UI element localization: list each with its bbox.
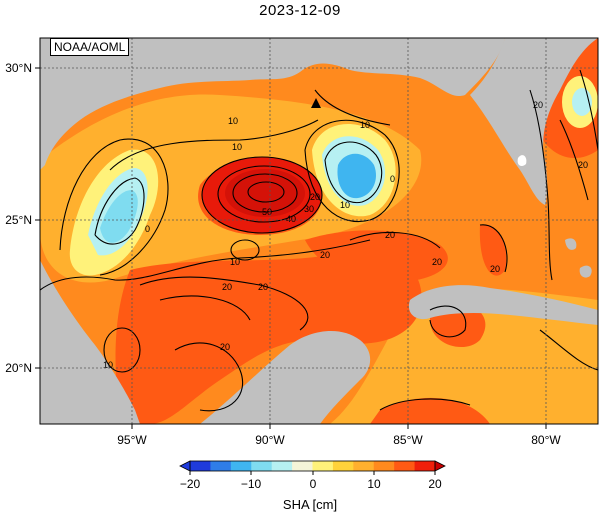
contour-line	[40, 239, 371, 291]
contour-line	[159, 295, 251, 321]
lon-tick-label: 90°W	[255, 433, 285, 447]
contour-label: 10	[103, 360, 113, 370]
colorbar-tick-label: 20	[428, 477, 442, 491]
colorbar-cell	[292, 461, 313, 471]
colorbar-cell	[190, 461, 211, 471]
contour-label: 30	[304, 204, 314, 214]
colorbar-tick-label: −20	[180, 477, 201, 491]
map-frame	[39, 37, 599, 425]
contour-label: 10	[340, 200, 350, 210]
sha-field-high	[305, 230, 448, 283]
colorbar-cell	[353, 461, 375, 471]
lon-tick-label: 85°W	[393, 433, 423, 447]
yucatan-land	[200, 330, 371, 424]
colorbar-tick-label: 10	[367, 477, 381, 491]
contour-line	[103, 327, 141, 373]
sha-eddy-core	[225, 169, 305, 217]
colorbar-right-arrow	[434, 460, 446, 472]
contour-line	[217, 165, 311, 223]
contour-line	[109, 119, 319, 171]
contour-label: 0	[145, 224, 150, 234]
lake-okeechobee	[517, 155, 527, 166]
colorbar-cell	[373, 461, 395, 471]
lon-tick-label: 95°W	[117, 433, 147, 447]
sha-field-high	[479, 224, 507, 276]
lat-tick-label: 20°N	[5, 361, 32, 375]
contour-label: 10	[232, 142, 242, 152]
contour-line	[201, 156, 323, 234]
colorbar: −20 −10 0 10 20	[179, 460, 446, 491]
station-marker	[311, 98, 321, 108]
contour-label: 10	[360, 120, 370, 130]
contour-line	[379, 398, 471, 411]
lat-tick-label: 25°N	[5, 213, 32, 227]
contour-label: 20	[320, 250, 330, 260]
contour-label: 20	[258, 282, 268, 292]
contour-label: 20	[432, 257, 442, 267]
contour-line	[349, 231, 441, 249]
contour-label: 20	[222, 282, 232, 292]
contour-line	[314, 89, 391, 126]
sha-field-high	[115, 252, 422, 424]
contour-line	[559, 119, 589, 201]
contour-line	[479, 224, 508, 273]
colorbar-cell	[251, 461, 273, 471]
bahamas-land	[565, 238, 577, 250]
colorbar-cell	[230, 461, 252, 471]
contour-label: 20	[578, 160, 588, 170]
contour-label: 20	[533, 100, 543, 110]
colorbar-tick-label: 0	[310, 477, 317, 491]
contour-line	[304, 119, 400, 222]
contour-line	[529, 89, 553, 281]
contour-line	[429, 305, 467, 338]
contour-line	[324, 141, 383, 204]
cuba-land	[408, 285, 598, 325]
colorbar-cell	[312, 461, 334, 471]
contour-line	[94, 177, 145, 245]
colorbar-tick-label: −10	[241, 477, 262, 491]
contour-label: 0	[390, 174, 395, 184]
contour-line	[59, 138, 169, 276]
contour-label: 50	[262, 207, 272, 217]
contour-line	[247, 181, 285, 203]
colorbar-cell	[210, 461, 232, 471]
contour-label: 20	[310, 192, 320, 202]
contour-line	[139, 276, 309, 331]
sha-field-light	[330, 288, 598, 424]
contour-label: 10	[228, 116, 238, 126]
colorbar-label: SHA [cm]	[282, 497, 338, 512]
contour-line	[579, 69, 598, 151]
colorbar-cell	[271, 461, 293, 471]
colorbar-left-arrow	[179, 460, 191, 472]
lat-tick-label: 30°N	[5, 61, 32, 75]
contour-label: 20	[220, 342, 230, 352]
contour-label: 20	[385, 230, 395, 240]
bahamas-land	[579, 265, 592, 278]
contour-label: 10	[230, 257, 240, 267]
colorbar-cell	[332, 461, 354, 471]
contour-label: 20	[490, 264, 500, 274]
us-gulf-coast-land	[40, 38, 505, 170]
contour-label: 40	[286, 214, 296, 224]
credit-label: NOAA/AOML	[50, 38, 130, 56]
mexico-land	[40, 260, 140, 424]
sha-field-high	[370, 397, 490, 424]
contour-line	[174, 342, 244, 412]
sha-field-low	[100, 190, 138, 243]
lon-tick-label: 80°W	[531, 433, 561, 447]
florida-land	[470, 38, 598, 205]
colorbar-cell	[394, 461, 416, 471]
colorbar-cell	[414, 461, 436, 471]
contour-line	[230, 239, 260, 261]
contour-line	[232, 173, 298, 213]
sha-field-low	[337, 153, 377, 199]
page-title: 2023-12-09	[259, 2, 341, 19]
